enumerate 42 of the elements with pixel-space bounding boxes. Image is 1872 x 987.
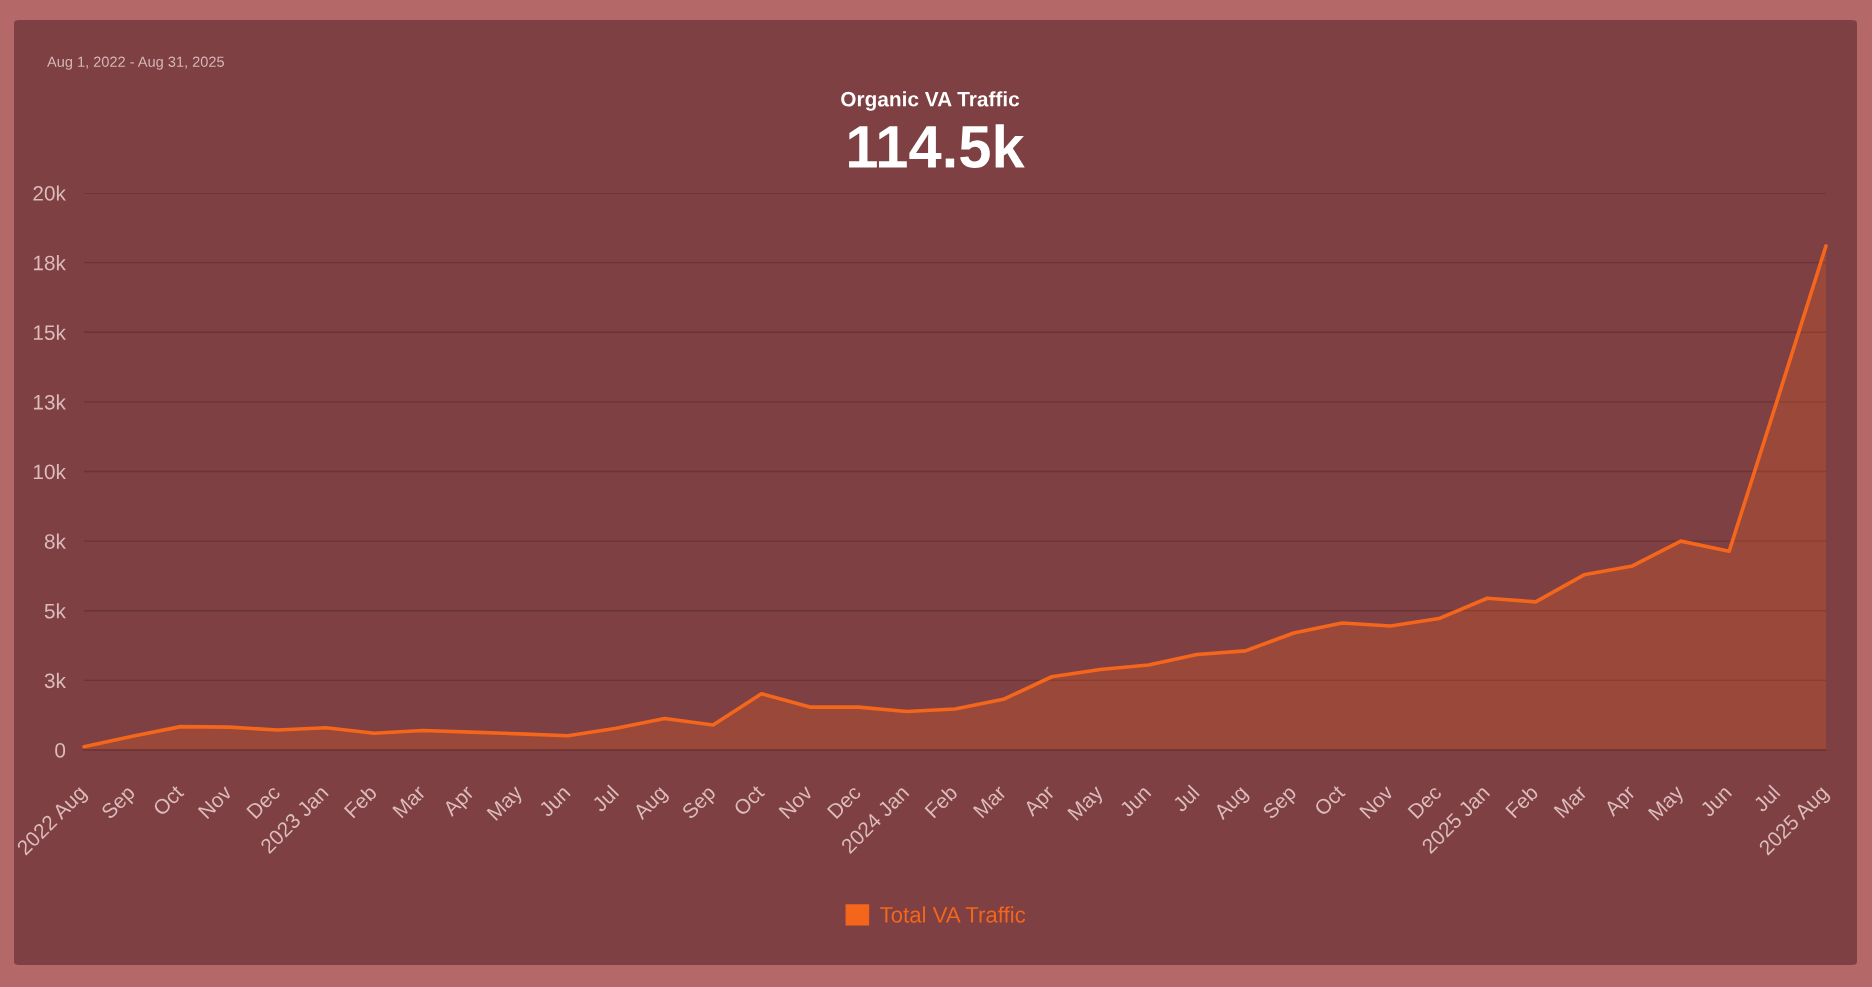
x-tick-label: May	[1067, 783, 1108, 824]
x-tick-label: Mar	[1553, 784, 1588, 819]
y-tick-label: 5k	[44, 603, 66, 619]
y-tick-label: 8k	[44, 533, 66, 549]
text: Aug 1, 2022 - Aug 31, 2025	[47, 56, 224, 70]
x-tick-label: Apr	[441, 784, 478, 821]
x-tick-label: Apr	[1603, 784, 1640, 821]
y-tick-label: 10k	[33, 463, 66, 480]
x-tick-label: Aug	[632, 784, 671, 824]
x-tick-label: May	[486, 783, 527, 824]
x-tick-label: Sep	[100, 784, 139, 823]
x-tick-label: Nov	[1359, 784, 1395, 820]
x-tick-label: Jun	[1699, 784, 1733, 818]
x-tick-label: Sep	[1261, 784, 1300, 823]
x-tick-label: Oct	[732, 783, 766, 817]
x-tick-label: Sep	[681, 784, 720, 823]
x-tick-label: Feb	[923, 784, 959, 819]
x-tick-label: Jun	[1118, 784, 1152, 818]
y-tick-label: 20k	[33, 185, 66, 201]
x-tick-label: Aug	[1212, 784, 1252, 824]
chart-title: Organic VA Traffic	[841, 91, 1020, 111]
x-tick-label: Mar	[392, 784, 427, 819]
x-tick-label: Oct	[1313, 783, 1346, 817]
x-tick-label: Oct	[152, 783, 185, 817]
x-tick-label: Mar	[972, 784, 1008, 819]
legend-label: Total VA Traffic	[880, 906, 1026, 923]
y-tick-label: 15k	[33, 324, 66, 340]
x-tick-label: Feb	[1504, 784, 1540, 819]
chart-subtitle: 114.5k	[849, 124, 1025, 169]
x-tick-label: Jul	[1171, 784, 1200, 813]
x-tick-label: Jul	[1752, 784, 1781, 813]
x-tick-label: Apr	[1022, 784, 1059, 821]
x-tick-label: Nov	[197, 784, 234, 820]
y-tick-label: 3k	[44, 672, 66, 689]
x-tick-label: Jun	[538, 784, 571, 818]
x-tick-label: Nov	[778, 784, 814, 820]
x-tick-label: Feb	[343, 784, 378, 819]
y-tick-label: 18k	[33, 255, 66, 271]
x-tick-label: Jul	[590, 784, 620, 813]
y-tick-label: 13k	[33, 394, 66, 410]
y-tick-label: 0	[55, 743, 66, 758]
x-tick-label: May	[1647, 783, 1688, 824]
